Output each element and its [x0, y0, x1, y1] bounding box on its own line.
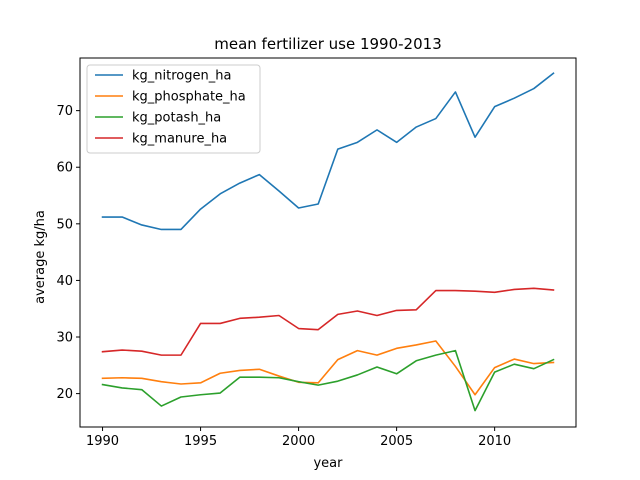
series-line-kg_nitrogen_ha — [101, 72, 555, 231]
y-tick-label: 50 — [56, 217, 73, 232]
legend-label-kg_manure_ha: kg_manure_ha — [132, 132, 227, 147]
x-axis-title: year — [313, 456, 343, 471]
x-axis: 1990 1995 2000 2005 2010 — [86, 427, 511, 449]
legend-label-kg_potash_ha: kg_potash_ha — [132, 111, 221, 126]
y-axis: 20 30 40 50 60 70 — [56, 104, 80, 402]
x-tick-label: 2005 — [380, 434, 413, 449]
x-tick-label: 2000 — [282, 434, 315, 449]
legend-label-kg_nitrogen_ha: kg_nitrogen_ha — [132, 69, 231, 84]
x-tick-label: 2010 — [478, 434, 511, 449]
legend: kg_nitrogen_ha kg_phosphate_ha kg_potash_h… — [86, 64, 261, 154]
y-axis-title: average kg/ha — [33, 210, 48, 304]
legend-box — [86, 64, 261, 154]
series-line-kg_manure_ha — [101, 287, 555, 356]
x-tick-label: 1995 — [184, 434, 217, 449]
plot-area — [79, 57, 577, 428]
y-tick-label: 40 — [56, 274, 73, 289]
legend-label-kg_phosphate_ha: kg_phosphate_ha — [132, 90, 246, 105]
series-line-kg_potash_ha — [101, 349, 555, 412]
x-tick-label: 1990 — [86, 434, 119, 449]
y-tick-label: 30 — [56, 331, 73, 346]
series-line-kg_phosphate_ha — [101, 340, 555, 396]
y-tick-label: 60 — [56, 161, 73, 176]
plot-frame — [79, 57, 577, 428]
chart-title: mean fertilizer use 1990-2013 — [214, 35, 441, 53]
y-tick-label: 70 — [56, 104, 73, 119]
y-tick-label: 20 — [56, 387, 73, 402]
